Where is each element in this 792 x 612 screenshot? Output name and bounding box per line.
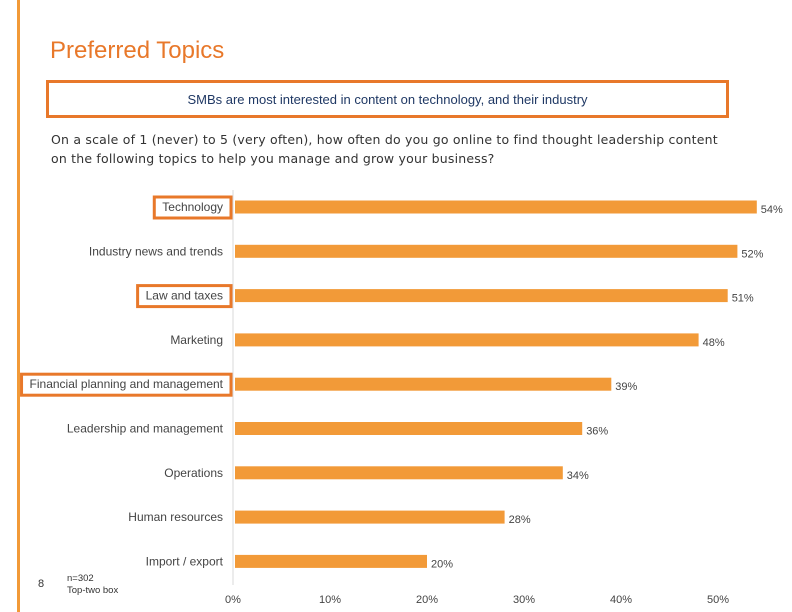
left-accent-rule xyxy=(17,0,20,612)
category-label-8: Import / export xyxy=(146,554,224,568)
value-label-3: 48% xyxy=(703,337,725,349)
survey-question: On a scale of 1 (never) to 5 (very often… xyxy=(51,130,741,168)
value-label-6: 34% xyxy=(567,470,589,482)
bar-5 xyxy=(235,422,583,435)
value-label-0: 54% xyxy=(761,204,783,216)
question-line-1: On a scale of 1 (never) to 5 (very often… xyxy=(51,132,718,147)
highlight-box-0 xyxy=(152,195,233,220)
value-label-8: 20% xyxy=(431,558,453,570)
subtitle-text: SMBs are most interested in content on t… xyxy=(187,91,588,107)
bar-2 xyxy=(235,289,728,303)
value-label-5: 36% xyxy=(586,426,608,438)
x-tick-label-1: 10% xyxy=(319,594,341,606)
value-label-1: 52% xyxy=(741,248,763,260)
subtitle-box: SMBs are most interested in content on t… xyxy=(46,80,729,118)
value-label-7: 28% xyxy=(509,514,531,526)
x-tick-label-5: 50% xyxy=(707,594,729,606)
sample-note: n=302 Top-two box xyxy=(67,573,118,597)
bar-3 xyxy=(235,333,699,347)
bar-4 xyxy=(235,377,612,391)
page-title: Preferred Topics xyxy=(50,37,225,64)
highlight-box-2 xyxy=(136,284,233,309)
bar-0 xyxy=(235,200,757,214)
category-label-3: Marketing xyxy=(170,333,223,347)
category-label-5: Leadership and management xyxy=(67,422,224,436)
bar-1 xyxy=(235,244,738,258)
category-label-0: Technology xyxy=(162,200,223,214)
measure-note: Top-two box xyxy=(67,585,119,596)
bar-8 xyxy=(235,554,427,568)
x-tick-label-4: 40% xyxy=(610,594,632,606)
bar-7 xyxy=(235,510,505,524)
highlight-box-4 xyxy=(20,372,233,397)
question-line-2: on the following topics to help you mana… xyxy=(51,151,495,166)
category-label-7: Human resources xyxy=(128,510,223,524)
x-tick-label-2: 20% xyxy=(416,594,438,606)
sample-size: n=302 xyxy=(67,573,94,584)
x-tick-label-0: 0% xyxy=(225,594,241,606)
category-label-6: Operations xyxy=(164,466,223,480)
bar-6 xyxy=(235,466,563,480)
value-label-2: 51% xyxy=(732,293,754,305)
page-number: 8 xyxy=(38,578,45,590)
x-tick-label-3: 30% xyxy=(513,594,535,606)
category-label-1: Industry news and trends xyxy=(89,244,223,258)
category-label-2: Law and taxes xyxy=(146,289,223,303)
category-label-4: Financial planning and management xyxy=(30,377,224,391)
value-label-4: 39% xyxy=(615,381,637,393)
